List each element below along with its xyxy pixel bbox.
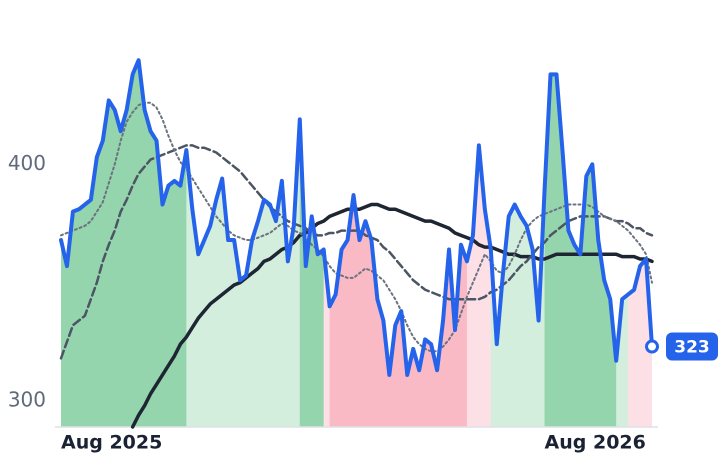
value-badge [666, 332, 718, 361]
label-layer: 300 400 Aug 2025 Aug 2026 323 [8, 151, 718, 454]
value-label: 323 [674, 338, 710, 358]
y-tick-label: 300 [8, 387, 46, 411]
series-line [60, 101, 653, 353]
regime-fill [186, 60, 301, 427]
regime-fill [490, 60, 546, 427]
series-line [130, 202, 654, 429]
regime-fill [323, 60, 331, 427]
y-tick-label: 400 [8, 151, 46, 175]
last-point [645, 339, 659, 354]
series-line [59, 58, 654, 377]
x-tick-label: Aug 2025 [61, 432, 162, 454]
x-tick-label: Aug 2026 [545, 432, 646, 454]
line-layer [59, 58, 654, 429]
